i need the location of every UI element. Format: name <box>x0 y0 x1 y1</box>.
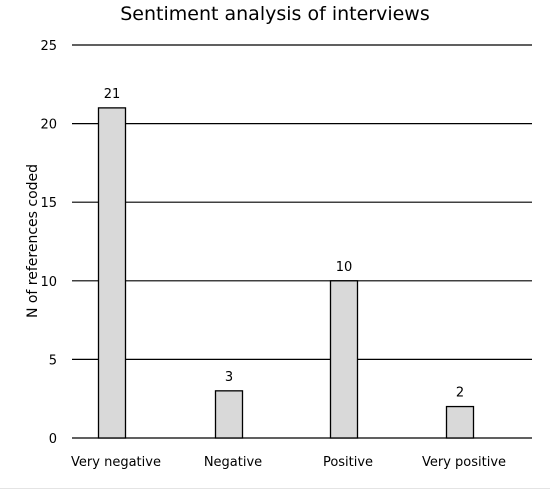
data-label: 21 <box>104 87 121 102</box>
x-tick-label: Very positive <box>422 455 506 470</box>
x-tick-label: Very negative <box>71 455 161 470</box>
bar-0 <box>97 107 127 439</box>
data-label: 2 <box>456 386 464 401</box>
y-tick-label: 10 <box>40 275 57 290</box>
x-tick-label: Negative <box>204 455 262 470</box>
y-tick-label: 20 <box>40 118 57 133</box>
data-label: 3 <box>225 370 233 385</box>
bottom-divider <box>0 488 550 489</box>
x-tick-label: Positive <box>323 455 373 470</box>
bar-2 <box>329 280 359 439</box>
y-tick-label: 15 <box>40 196 57 211</box>
bar-1 <box>214 390 244 439</box>
y-tick-label: 25 <box>40 39 57 54</box>
bar-3 <box>445 405 475 439</box>
data-label: 10 <box>336 260 353 275</box>
chart-title: Sentiment analysis of interviews <box>120 3 430 25</box>
y-tick-label: 0 <box>49 432 57 447</box>
y-tick-label: 5 <box>49 353 57 368</box>
